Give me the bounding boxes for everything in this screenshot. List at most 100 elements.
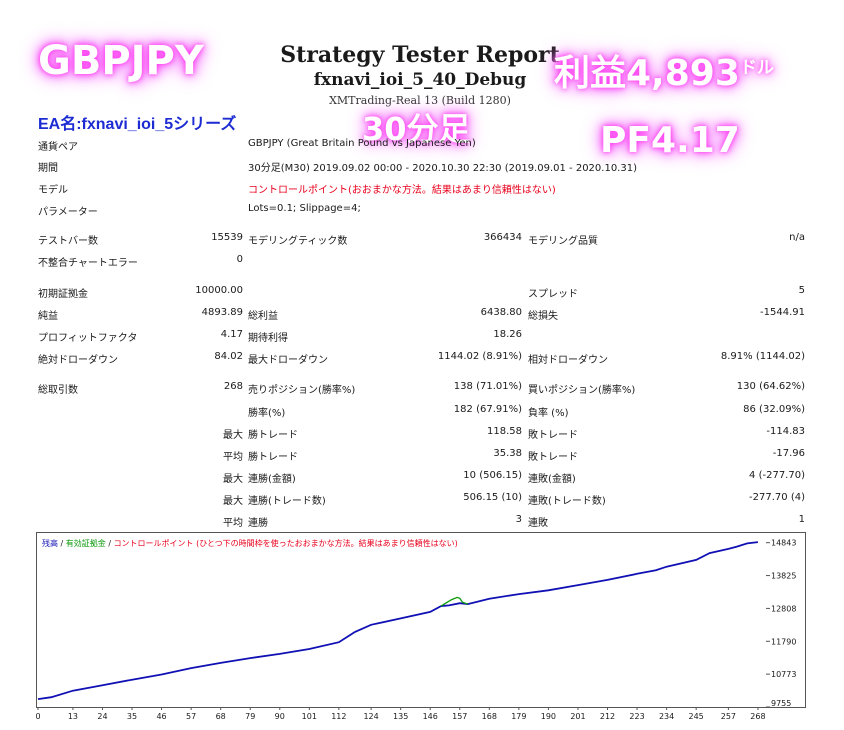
x-tick-label: 13 [68,712,78,721]
y-tick-label: 12808 [771,604,796,613]
trades-value: 268 [223,381,243,392]
win-pct-label: 勝率(%) [248,408,286,419]
build-info: XMTrading-Real 13 (Build 1280) [329,94,511,107]
legend-sep-2: / [106,539,114,548]
x-tick-label: 168 [482,712,497,721]
largest-loss-label: 敗トレード [528,430,578,441]
timeframe-overlay: 30分足 [362,110,471,148]
cons-wins-money-label: 連勝(金額) [248,474,296,485]
expected-value: 18.26 [493,329,522,340]
profit-overlay-unit: ドル [739,58,774,78]
profit-overlay: 利益4,893ドル [554,44,774,96]
largest-loss-value: -114.83 [766,426,805,437]
quality-label: モデリング品質 [528,236,598,247]
y-tick-label: 10773 [771,670,796,679]
spread-value: 5 [798,285,805,296]
deposit-label: 初期証拠金 [38,289,88,300]
x-tick-label: 0 [35,712,40,721]
y-tick-label: 13825 [771,572,796,581]
ticks-value: 366434 [483,232,522,243]
balance-chart: 残高 / 有効証拠金 / コントロールポイント (ひとつ下の時間枠を使ったおおま… [35,532,806,721]
cons-losses-money-label: 連敗(金額) [528,474,576,485]
ea-subtitle: fxnavi_ioi_5_40_Debug [313,70,527,90]
legend-model: コントロールポイント (ひとつ下の時間枠を使ったおおまかな方法。結果はあまり信頼… [114,538,458,548]
x-tick-label: 79 [245,712,255,721]
legend-balance: 残高 [42,538,58,548]
ea-name-label: EA名:fxnavi_ioi_5シリーズ [38,116,237,133]
expected-label: 期待利得 [248,333,288,344]
gross-profit-label: 総利益 [248,311,278,322]
errors-value: 0 [236,254,243,265]
long-value: 130 (64.62%) [736,381,805,392]
pf-value: 4.17 [220,329,243,340]
x-tick-label: 35 [127,712,137,721]
pf-label: プロフィットファクタ [38,333,138,344]
x-tick-label: 135 [393,712,408,721]
model-label: モデル [38,185,68,196]
plot-layer [37,541,759,700]
x-tick-label: 101 [302,712,317,721]
period-value: 30分足(M30) 2019.09.02 00:00 - 2020.10.30 … [248,163,637,174]
gross-loss-label: 総損失 [528,311,558,322]
x-tick-label: 124 [363,712,378,721]
x-tick-label: 234 [659,712,674,721]
avg-cons-wins-label: 連勝 [248,518,268,529]
rel-dd-value: 8.91% (1144.02) [720,351,805,362]
spread-label: スプレッド [528,289,578,300]
model-value: コントロールポイント(おおまかな方法。結果はあまり信頼性はない) [248,185,556,196]
x-tick-label: 24 [97,712,107,721]
avg-cons-wins-value: 3 [515,514,522,525]
trades-label: 総取引数 [38,385,78,396]
max-word-2: 最大 [223,474,243,485]
y-tick-label: 14843 [771,539,796,548]
max-dd-value: 1144.02 (8.91%) [437,351,522,362]
bars-value: 15539 [211,232,243,243]
avg-loss-label: 敗トレード [528,452,578,463]
symbol-value: GBPJPY (Great Britain Pound vs Japanese … [248,138,476,149]
y-tick-label: 9755 [771,699,791,708]
short-label: 売りポジション(勝率%) [248,385,356,396]
net-value: 4893.89 [201,307,243,318]
cons-wins-count-value: 506.15 (10) [463,492,522,503]
cons-wins-count-label: 連勝(トレード数) [248,496,326,507]
loss-pct-label: 負率 (%) [528,408,569,419]
win-pct-value: 182 (67.91%) [453,404,522,415]
max-dd-label: 最大ドローダウン [248,355,328,366]
legend-equity: 有効証拠金 [66,538,106,548]
largest-win-label: 勝トレード [248,430,298,441]
symbol-label: 通貨ペア [38,142,78,153]
params-label: パラメーター [38,207,98,218]
chart-legend: 残高 / 有効証拠金 / コントロールポイント (ひとつ下の時間枠を使ったおおま… [42,538,458,548]
quality-value: n/a [789,232,805,243]
x-tick-label: 157 [452,712,467,721]
legend-sep-1: / [58,539,66,548]
x-tick-label: 245 [689,712,704,721]
errors-label: 不整合チャートエラー [38,258,138,269]
max-word-1: 最大 [223,430,243,441]
x-tick-label: 57 [186,712,196,721]
short-value: 138 (71.01%) [453,381,522,392]
avg-cons-losses-label: 連敗 [528,518,548,529]
x-tick-label: 223 [629,712,644,721]
x-tick-label: 146 [423,712,438,721]
series-line-balance [37,541,759,700]
y-tick-label: 11790 [771,637,796,646]
abs-dd-label: 絶対ドローダウン [38,355,118,366]
largest-win-value: 118.58 [487,426,522,437]
axis-layer: 9755 10773 11790 12808 13825 14843 0 13 24 35 46 57… [35,539,796,721]
avg-word-2: 平均 [223,518,243,529]
x-tick-label: 257 [721,712,736,721]
x-tick-label: 46 [156,712,166,721]
rel-dd-label: 相対ドローダウン [528,355,608,366]
cons-losses-count-label: 連敗(トレード数) [528,496,606,507]
x-tick-label: 179 [511,712,526,721]
gross-profit-value: 6438.80 [480,307,522,318]
avg-word-1: 平均 [223,452,243,463]
x-tick-label: 190 [541,712,556,721]
avg-win-label: 勝トレード [248,452,298,463]
report-title: Strategy Tester Report [280,42,560,68]
period-label: 期間 [38,163,58,174]
profit-overlay-value: 利益4,893 [554,53,740,94]
avg-cons-losses-value: 1 [798,514,805,525]
x-tick-label: 68 [216,712,226,721]
